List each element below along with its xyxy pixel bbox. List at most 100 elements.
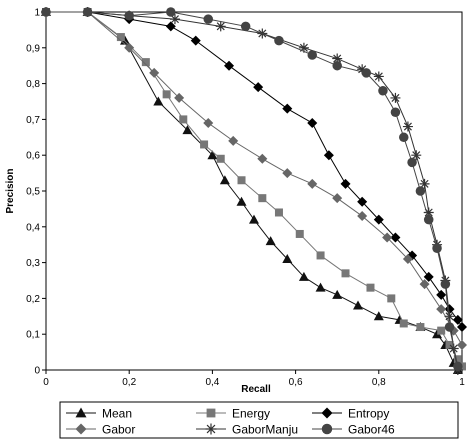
- legend-marker-mean: [75, 407, 87, 418]
- data-point-gabor: [149, 67, 160, 78]
- y-tick-label: 0,9: [26, 43, 40, 54]
- data-point-gabormanju: [357, 64, 368, 75]
- data-point-mean: [153, 96, 164, 106]
- data-point-entropy: [436, 289, 447, 300]
- data-point-entropy: [307, 117, 318, 128]
- x-tick-label: 0,2: [122, 377, 136, 388]
- data-point-gabor: [282, 168, 293, 179]
- data-point-gabor: [457, 339, 467, 350]
- data-point-gabor: [174, 92, 185, 103]
- y-tick-label: 0,4: [26, 222, 40, 233]
- legend-item-entropy: Entropy: [312, 407, 389, 421]
- data-point-gabor46: [444, 322, 455, 332]
- y-tick-label: 0,5: [26, 187, 40, 198]
- legend-item-energy: Energy: [196, 407, 270, 421]
- data-point-entropy: [165, 21, 176, 32]
- x-tick-label: 1: [459, 377, 465, 388]
- legend-label: GaborManju: [232, 423, 298, 437]
- series-line-mean: [46, 11, 459, 371]
- data-point-entropy: [444, 304, 455, 315]
- legend-item-gabormanju: GaborManju: [196, 423, 298, 437]
- data-point-energy: [237, 176, 246, 185]
- data-point-energy: [274, 208, 283, 217]
- data-point-mean: [298, 271, 309, 281]
- data-point-mean: [219, 175, 230, 185]
- series-line-gabormanju: [46, 11, 459, 371]
- data-point-gabor46: [124, 10, 134, 21]
- data-point-gabor: [357, 211, 368, 222]
- legend-item-gabor: Gabor: [66, 423, 135, 437]
- data-point-energy: [416, 323, 425, 332]
- data-point-energy: [399, 319, 408, 328]
- series-line-entropy: [46, 11, 463, 328]
- data-point-energy: [341, 269, 350, 278]
- data-point-mean: [332, 289, 343, 299]
- data-point-entropy: [390, 232, 401, 243]
- data-point-entropy: [282, 103, 293, 114]
- data-point-gabor46: [307, 50, 317, 60]
- data-point-mean: [236, 196, 247, 206]
- series-line-gabor: [46, 11, 463, 346]
- data-point-gabormanju: [169, 14, 180, 25]
- legend-marker-entropy: [321, 407, 333, 419]
- x-tick-label: 0: [43, 377, 49, 388]
- y-tick-label: 0: [34, 366, 40, 377]
- data-point-gabor46: [332, 60, 342, 71]
- data-point-gabormanju: [215, 21, 226, 32]
- data-point-energy: [366, 283, 375, 292]
- data-point-gabormanju: [373, 71, 384, 82]
- data-point-entropy: [253, 82, 264, 93]
- data-point-gabor46: [166, 7, 176, 17]
- data-point-energy: [179, 115, 188, 124]
- data-point-energy: [162, 90, 171, 99]
- data-point-gabor46: [407, 157, 417, 168]
- data-point-entropy: [457, 322, 467, 333]
- data-point-gabor46: [440, 279, 451, 289]
- data-point-energy: [216, 154, 225, 163]
- legend-marker-gabor: [75, 423, 87, 435]
- data-point-gabor46: [240, 21, 251, 32]
- data-point-gabor: [419, 279, 430, 290]
- data-point-entropy: [423, 271, 434, 282]
- data-point-energy: [295, 229, 304, 238]
- y-tick-label: 1: [34, 8, 40, 19]
- data-point-energy: [258, 194, 267, 203]
- y-tick-label: 0,7: [26, 115, 40, 126]
- data-point-gabor46: [399, 132, 409, 143]
- data-point-gabor46: [453, 361, 463, 372]
- x-tick-label: 0,8: [372, 377, 386, 388]
- legend-label: Mean: [102, 407, 132, 421]
- legend-item-gabor46: Gabor46: [312, 423, 395, 437]
- data-point-gabor46: [82, 7, 93, 17]
- data-point-mean: [315, 282, 326, 292]
- data-point-gabormanju: [419, 178, 430, 189]
- data-point-gabor46: [203, 14, 213, 24]
- data-point-mean: [432, 329, 443, 339]
- data-point-gabor: [228, 135, 239, 146]
- data-point-gabormanju: [411, 150, 422, 161]
- series-layer: [41, 7, 467, 375]
- x-tick-label: 0,6: [289, 377, 303, 388]
- data-point-gabor46: [415, 186, 426, 196]
- x-axis-title: Recall: [241, 384, 271, 395]
- data-point-energy: [437, 326, 446, 335]
- data-point-mean: [373, 311, 384, 321]
- data-point-gabormanju: [402, 121, 413, 132]
- data-point-gabormanju: [332, 53, 343, 64]
- y-tick-label: 0,6: [26, 151, 40, 162]
- data-point-gabormanju: [423, 207, 434, 218]
- y-tick-label: 0,1: [26, 330, 40, 341]
- data-point-gabor: [402, 254, 413, 265]
- data-point-gabor: [332, 193, 343, 204]
- legend-label: Entropy: [348, 407, 389, 421]
- x-tick-label: 0,4: [205, 377, 219, 388]
- legend-marker-gabor46: [321, 423, 333, 435]
- series-entropy: [41, 7, 467, 333]
- legend-label: Gabor46: [348, 423, 395, 437]
- data-point-energy: [141, 58, 150, 67]
- data-point-gabormanju: [390, 92, 401, 103]
- series-gabor46: [41, 7, 463, 372]
- x-axis: 0 0,2 0,4 0,6 0,8 1: [43, 370, 465, 388]
- y-axis-title: Precision: [5, 168, 16, 213]
